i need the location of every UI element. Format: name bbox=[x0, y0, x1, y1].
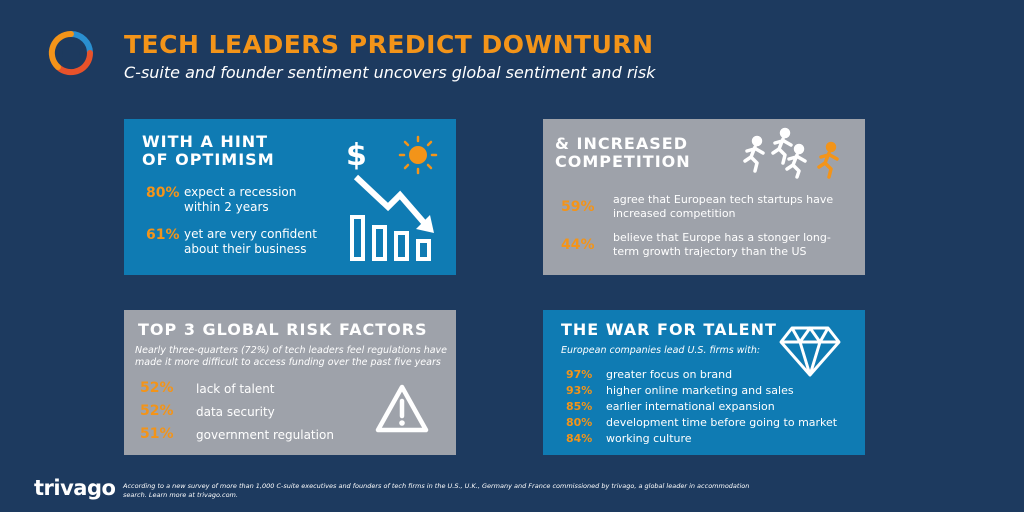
talent-item-1: 97% greater focus on brand bbox=[566, 368, 732, 381]
footer-line: search. Learn more at trivago.com. bbox=[123, 490, 238, 499]
stat-text: expect a recession within 2 years bbox=[184, 185, 296, 215]
talent-item-5: 84% working culture bbox=[566, 432, 692, 445]
risk-item-2: 52% data security bbox=[140, 403, 275, 419]
competition-stat-1: 59% agree that European tech startups ha… bbox=[561, 193, 833, 221]
sun-icon bbox=[398, 135, 438, 175]
runners-icon bbox=[743, 127, 839, 179]
stat-percentage: 59% bbox=[561, 199, 595, 215]
brand-logo: trivago bbox=[34, 476, 116, 500]
stat-percentage: 61% bbox=[146, 227, 180, 243]
optimism-stat-2: 61% yet are very confident about their b… bbox=[146, 227, 317, 257]
optimism-heading: WITH A HINT OF OPTIMISM bbox=[142, 133, 275, 168]
downturn-chart-icon: $ bbox=[346, 135, 438, 261]
page-title: TECH LEADERS PREDICT DOWNTURN bbox=[124, 30, 654, 59]
competition-heading: & INCREASED COMPETITION bbox=[555, 135, 691, 170]
stat-line: expect a recession bbox=[184, 185, 297, 199]
talent-panel: THE WAR FOR TALENT European companies le… bbox=[543, 310, 865, 455]
talent-label: higher online marketing and sales bbox=[606, 384, 794, 397]
risk-label: data security bbox=[196, 405, 275, 419]
footer-note: According to a new survey of more than 1… bbox=[123, 482, 863, 500]
risk-percentage: 52% bbox=[140, 380, 174, 396]
talent-note: European companies lead U.S. firms with: bbox=[561, 345, 761, 356]
stat-line: increased competition bbox=[613, 206, 736, 220]
risk-label: government regulation bbox=[196, 428, 334, 442]
stat-line: yet are very confident bbox=[184, 227, 317, 241]
talent-label: working culture bbox=[606, 432, 692, 445]
risk-item-3: 51% government regulation bbox=[140, 426, 334, 442]
risk-percentage: 52% bbox=[140, 403, 174, 419]
talent-percentage: 80% bbox=[566, 416, 593, 429]
competition-heading-line1: & INCREASED bbox=[555, 134, 688, 153]
risk-label: lack of talent bbox=[196, 382, 275, 396]
risk-percentage: 51% bbox=[140, 426, 174, 442]
talent-item-3: 85% earlier international expansion bbox=[566, 400, 775, 413]
competition-stat-2: 44% believe that Europe has a stonger lo… bbox=[561, 231, 831, 259]
optimism-heading-line2: OF OPTIMISM bbox=[142, 149, 275, 169]
competition-heading-line2: COMPETITION bbox=[555, 151, 691, 171]
risk-note: Nearly three-quarters (72%) of tech lead… bbox=[135, 345, 447, 370]
stat-line: believe that Europe has a stonger long- bbox=[613, 231, 831, 244]
page-subtitle: C-suite and founder sentiment uncovers g… bbox=[124, 63, 656, 82]
stat-text: agree that European tech startups have i… bbox=[613, 193, 833, 221]
risk-heading: TOP 3 GLOBAL RISK FACTORS bbox=[138, 320, 428, 339]
optimism-heading-line1: WITH A HINT bbox=[142, 132, 269, 151]
note-line: Nearly three-quarters (72%) of tech lead… bbox=[135, 345, 447, 356]
stat-line: about their business bbox=[184, 242, 307, 256]
talent-percentage: 85% bbox=[566, 400, 593, 413]
talent-percentage: 93% bbox=[566, 384, 593, 397]
warning-icon bbox=[375, 384, 429, 433]
talent-label: greater focus on brand bbox=[606, 368, 733, 381]
stat-percentage: 44% bbox=[561, 237, 595, 253]
talent-percentage: 97% bbox=[566, 368, 593, 381]
optimism-panel: WITH A HINT OF OPTIMISM 80% expect a rec… bbox=[124, 119, 456, 275]
note-line: made it more difficult to access funding… bbox=[135, 357, 441, 369]
talent-item-4: 80% development time before going to mar… bbox=[566, 416, 837, 429]
stat-text: believe that Europe has a stonger long- … bbox=[613, 231, 831, 259]
talent-label: earlier international expansion bbox=[606, 400, 775, 413]
stat-line: within 2 years bbox=[184, 200, 269, 214]
risk-panel: TOP 3 GLOBAL RISK FACTORS Nearly three-q… bbox=[124, 310, 456, 455]
risk-item-1: 52% lack of talent bbox=[140, 380, 275, 396]
logo-ring-icon bbox=[48, 30, 94, 76]
stat-percentage: 80% bbox=[146, 185, 180, 201]
competition-panel: & INCREASED COMPETITION 59% agree that E… bbox=[543, 119, 865, 275]
diamond-icon bbox=[779, 326, 841, 377]
footer-line: According to a new survey of more than 1… bbox=[123, 482, 750, 490]
talent-label: development time before going to market bbox=[606, 416, 838, 429]
stat-line: agree that European tech startups have bbox=[613, 193, 834, 206]
dollar-sign-icon: $ bbox=[346, 138, 367, 173]
optimism-stat-1: 80% expect a recession within 2 years bbox=[146, 185, 296, 215]
talent-item-2: 93% higher online marketing and sales bbox=[566, 384, 794, 397]
talent-percentage: 84% bbox=[566, 432, 593, 445]
stat-line: term growth trajectory than the US bbox=[613, 244, 807, 258]
stat-text: yet are very confident about their busin… bbox=[184, 227, 317, 257]
talent-heading: THE WAR FOR TALENT bbox=[561, 320, 777, 339]
